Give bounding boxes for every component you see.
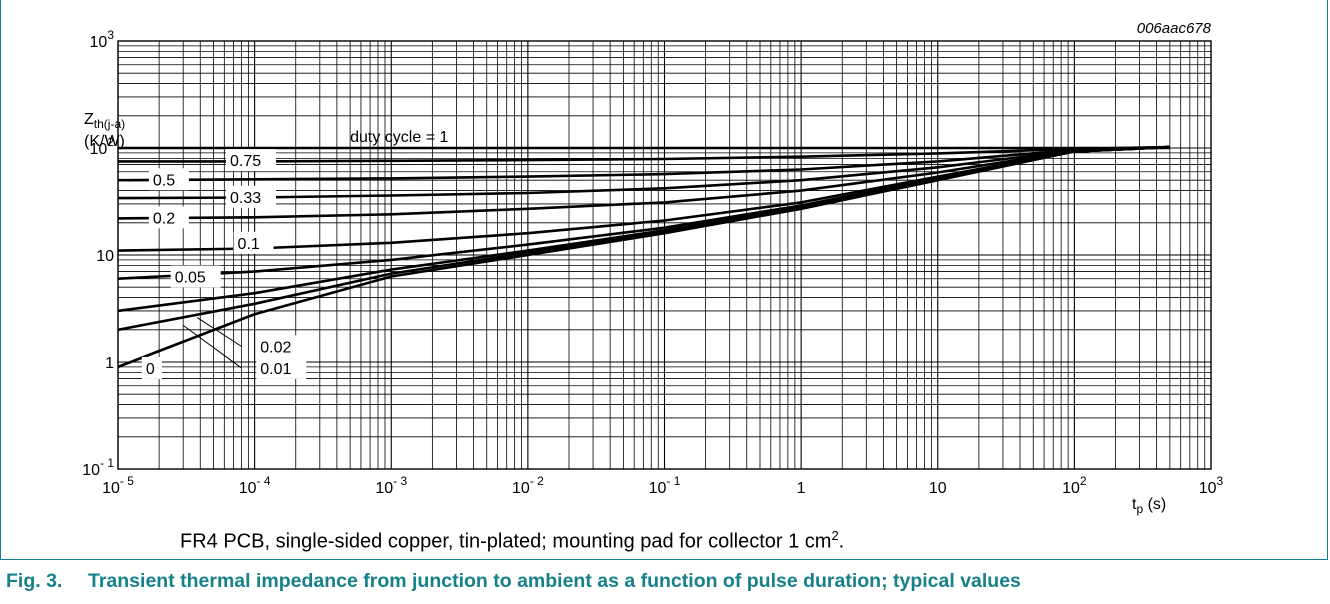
figure-frame — [0, 0, 1328, 560]
labels: duty cycle = 1 0.75 0.5 0.33 0.2 0.1 0.05 0.02 0… — [82, 28, 1223, 516]
curve-label-box — [170, 265, 221, 288]
curve-label: 0.2 — [153, 210, 175, 227]
curve-0.33 — [117, 145, 1170, 200]
curve-label-box — [233, 231, 274, 254]
curves — [117, 145, 1170, 369]
curve-label: 0.75 — [230, 153, 261, 170]
x-tick-label: 102 — [1062, 474, 1087, 497]
curve-label-box — [225, 185, 276, 208]
x-tick-label: 10- 3 — [375, 474, 407, 497]
figure-id: 006aac678 — [1137, 20, 1212, 37]
x-tick-label: 1 — [797, 480, 806, 497]
curve-label: 0.01 — [260, 361, 291, 378]
y-axis-unit: (K/W) — [84, 133, 125, 150]
curve-0.75 — [118, 145, 1170, 163]
curve-label-box — [256, 335, 307, 358]
x-tick-label: 103 — [1199, 474, 1224, 497]
grid-lines — [117, 40, 1212, 470]
footnote-superscript: 2 — [831, 528, 839, 543]
curve-label: 0.02 — [260, 339, 291, 356]
leader-line — [196, 317, 242, 347]
y-tick-label: 10 — [96, 248, 114, 265]
curve-0.2 — [117, 145, 1170, 220]
curve-label-box — [148, 168, 189, 191]
x-tick-label: 10- 2 — [512, 474, 544, 497]
curve-label-box — [141, 356, 162, 379]
curve-label-box — [148, 206, 189, 229]
curve-label: 0.1 — [238, 236, 260, 253]
curve-label: 0.05 — [175, 269, 206, 286]
curve-label-box — [225, 149, 276, 172]
y-tick-label: 1 — [105, 355, 114, 372]
x-tick-label: 10- 4 — [239, 474, 271, 497]
footnote: FR4 PCB, single-sided copper, tin-plated… — [180, 528, 844, 554]
curve-0 — [117, 145, 1170, 369]
curve-label: 0 — [146, 361, 155, 378]
x-tick-label: 10- 1 — [649, 474, 681, 497]
y-axis-label: Zth(j-a) — [84, 111, 125, 131]
x-tick-label: 10- 5 — [102, 474, 134, 497]
y-tick-label: 10- 1 — [82, 456, 114, 479]
caption-text: Transient thermal impedance from junctio… — [88, 570, 1021, 592]
thermal-impedance-chart: duty cycle = 1 0.75 0.5 0.33 0.2 0.1 0.05 0.02 0… — [82, 20, 1223, 516]
footnote-text: FR4 PCB, single-sided copper, tin-plated… — [180, 530, 832, 553]
curve-label: duty cycle = 1 — [350, 129, 448, 146]
curve-label: 0.5 — [153, 172, 175, 189]
curve-label-box — [256, 356, 307, 379]
x-axis-label: tp (s) — [1132, 496, 1166, 516]
y-tick-label: 103 — [90, 28, 115, 51]
leader-line — [182, 324, 242, 369]
y-tick-label: 102 — [90, 135, 115, 158]
footnote-end: . — [838, 530, 845, 553]
curve-0.5 — [117, 145, 1170, 182]
x-tick-label: 10 — [929, 480, 947, 497]
curve-label: 0.33 — [230, 190, 261, 207]
plot-border — [117, 40, 1212, 470]
caption-number: Fig. 3. — [6, 570, 63, 592]
figure-caption: Fig. 3. Transient thermal impedance from … — [6, 570, 1021, 593]
